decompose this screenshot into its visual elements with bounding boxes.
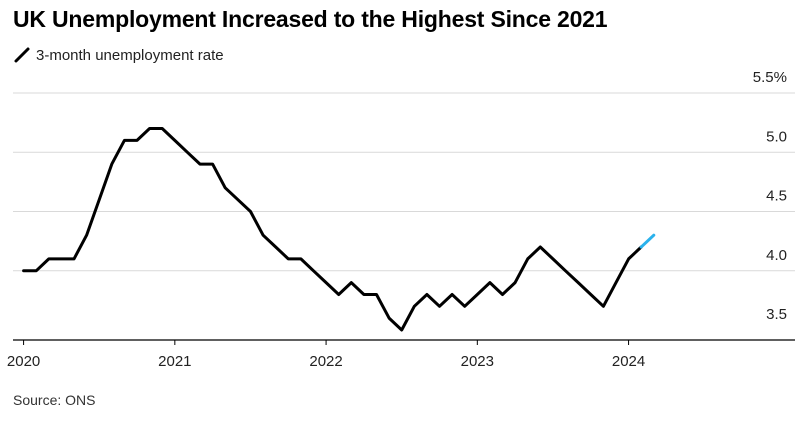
y-tick-label: 3.5 (766, 306, 787, 323)
x-tick-label: 2020 (7, 353, 40, 370)
legend-line-icon (14, 47, 30, 63)
source-note: Source: ONS (13, 392, 96, 408)
chart-title: UK Unemployment Increased to the Highest… (13, 6, 608, 32)
chart-legend: 3-month unemployment rate (13, 44, 224, 66)
x-axis-tick-labels: 2020 2021 2022 2023 2024 (7, 353, 645, 370)
y-tick-label: 4.5 (766, 188, 787, 205)
x-tick-label: 2022 (309, 353, 342, 370)
x-tick-label: 2024 (612, 353, 645, 370)
gridlines (13, 92, 795, 272)
y-axis-tick-labels: 5.5% 5.0 4.5 4.0 3.5 (753, 69, 787, 323)
x-tick-label: 2023 (461, 353, 494, 370)
y-tick-label: 4.0 (766, 247, 787, 264)
x-axis (13, 339, 795, 345)
y-tick-label: 5.5% (753, 69, 787, 86)
x-tick-label: 2021 (158, 353, 191, 370)
legend-label: 3-month unemployment rate (36, 46, 224, 64)
y-tick-label: 5.0 (766, 128, 787, 145)
series-line (22, 127, 643, 332)
latest-segment-highlight (639, 233, 656, 249)
series-layer (22, 127, 656, 332)
